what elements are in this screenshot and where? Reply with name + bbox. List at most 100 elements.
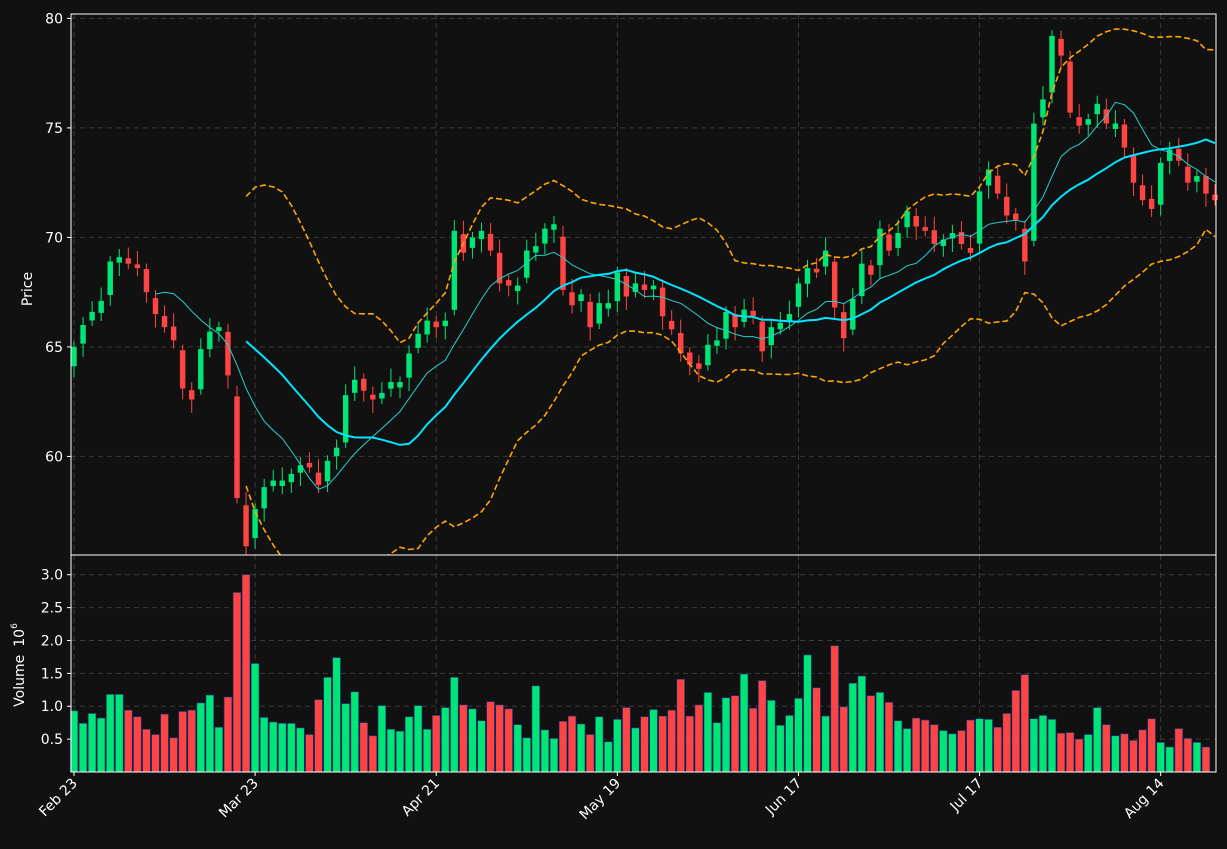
volume-bar <box>278 723 287 773</box>
candle-body <box>361 378 367 391</box>
candle-body <box>614 272 621 302</box>
volume-bar <box>622 707 631 773</box>
fast-ma-line <box>155 101 1216 490</box>
candle-body <box>859 263 865 297</box>
candle-body <box>234 396 240 499</box>
volume-bar <box>287 723 296 773</box>
volume-bar <box>993 726 1002 773</box>
candle-body <box>406 353 412 378</box>
volume-bar <box>223 696 233 773</box>
volume-bar <box>730 695 740 773</box>
volume-bar <box>115 694 124 773</box>
volume-bar <box>1093 707 1102 773</box>
candle-body <box>560 236 566 290</box>
price-axis-label: Price <box>20 272 36 306</box>
candle-body <box>288 473 295 483</box>
candle-body <box>1058 38 1064 56</box>
volume-bar <box>423 728 432 773</box>
candle-body <box>379 392 385 399</box>
candle-body <box>1076 117 1082 126</box>
volume-bar <box>912 717 921 773</box>
candle-body <box>424 320 430 335</box>
volume-bar <box>187 709 196 773</box>
candle-body <box>225 331 231 376</box>
volume-bar <box>1111 735 1120 773</box>
candle-body <box>542 228 548 244</box>
candle-body <box>315 472 322 485</box>
candle-body <box>759 321 765 352</box>
candle-body <box>333 447 340 457</box>
volume-bar <box>794 698 803 773</box>
volume-bar <box>712 722 722 773</box>
candle-body <box>1013 213 1019 220</box>
candle-body <box>415 333 421 348</box>
candle-body <box>632 283 639 292</box>
candle-body <box>496 252 503 284</box>
candle-body <box>913 216 919 227</box>
candle-body <box>1022 228 1028 262</box>
volume-bar <box>151 734 160 773</box>
volume-bar <box>893 720 903 773</box>
candle-body <box>198 349 204 390</box>
volume-bar <box>830 645 839 773</box>
volume-bar <box>631 727 640 773</box>
volume-bar <box>1156 742 1165 773</box>
volume-bar <box>459 704 468 773</box>
volume-panel-frame <box>70 554 1217 773</box>
candle-body <box>659 287 666 317</box>
candle-body <box>1040 99 1046 118</box>
volume-bar <box>884 701 894 773</box>
volume-bar <box>640 716 649 773</box>
candle-body <box>922 227 928 231</box>
candle-body <box>687 352 693 365</box>
candle-body <box>1094 103 1100 115</box>
volume-bar <box>721 697 731 773</box>
volume-bar <box>1174 728 1183 773</box>
volume-bar <box>359 722 368 773</box>
candle-body <box>397 381 403 388</box>
candle-body <box>668 320 675 330</box>
volume-bar <box>441 707 450 773</box>
candle-body <box>1067 61 1073 113</box>
candle-body <box>279 480 285 487</box>
candle-body <box>433 321 439 328</box>
candle-body <box>1085 119 1091 125</box>
candle-body <box>352 379 358 393</box>
price-tick-label: 75 <box>45 121 63 137</box>
candle-body <box>804 268 811 284</box>
candle-body <box>116 257 122 263</box>
candle-body <box>831 261 838 308</box>
volume-bar <box>948 733 957 773</box>
volume-bar <box>839 706 848 773</box>
volume-tick-label: 1.5 <box>41 666 63 682</box>
candle-body <box>243 505 249 547</box>
volume-bar <box>1192 742 1202 773</box>
volume-bar <box>214 726 224 773</box>
volume-bar <box>1029 718 1039 773</box>
candle-body <box>152 298 159 315</box>
volume-bar <box>97 717 106 773</box>
volume-tick-label: 2.5 <box>41 601 63 617</box>
volume-bar <box>812 687 821 773</box>
volume-bar <box>341 703 350 773</box>
candle-body <box>949 233 956 239</box>
candle-body <box>1130 155 1137 183</box>
candle-body <box>877 228 883 266</box>
candle-body <box>1176 148 1182 161</box>
candle-body <box>505 280 512 286</box>
volume-bar <box>685 715 694 773</box>
candle-body <box>1167 149 1173 161</box>
candle-body <box>795 283 802 307</box>
candle-body <box>841 312 847 339</box>
candle-body <box>750 310 756 317</box>
volume-bar <box>848 682 857 773</box>
candlesticks <box>71 30 1218 555</box>
volume-bar <box>169 737 178 773</box>
volume-bar <box>432 715 441 773</box>
candle-body <box>850 298 856 330</box>
volume-bar <box>477 720 486 773</box>
volume-bar <box>78 723 88 773</box>
volume-bar <box>314 699 323 773</box>
candle-body <box>515 285 521 292</box>
candle-body <box>623 276 630 297</box>
